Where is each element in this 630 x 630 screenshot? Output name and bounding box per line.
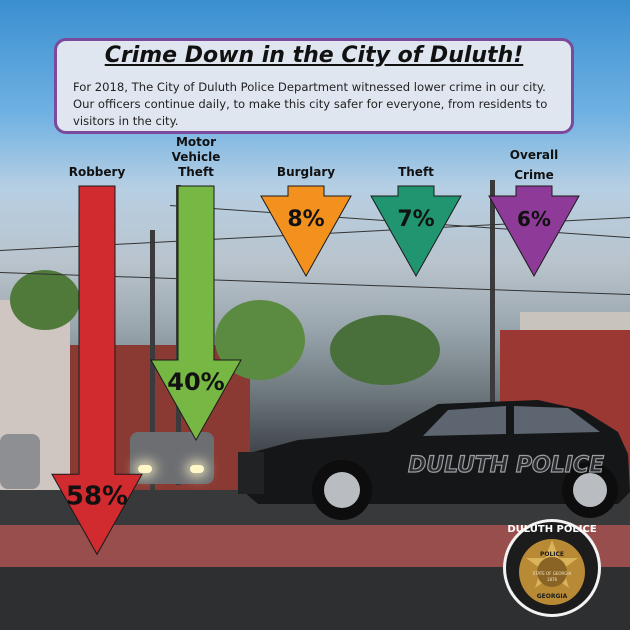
car-lettering: DULUTH POLICE bbox=[408, 453, 604, 478]
arrow-theft bbox=[370, 185, 462, 278]
category-label-line: Burglary bbox=[276, 165, 336, 179]
value-label: 40% bbox=[167, 368, 224, 396]
value-label: 58% bbox=[66, 481, 128, 511]
chart-title: Crime Down in the City of Duluth! bbox=[104, 43, 524, 68]
badge-inner-top-text: POLICE bbox=[540, 551, 564, 558]
police-badge-logo: DULUTH POLICE POLICE STATE OF GEORGIA 18… bbox=[503, 519, 601, 617]
tree bbox=[10, 270, 80, 330]
category-label-line: Theft bbox=[398, 165, 434, 179]
badge-year-text: 1876 bbox=[547, 577, 558, 582]
headlight bbox=[190, 465, 204, 473]
category-label-line: Theft bbox=[178, 165, 214, 179]
badge-top-text: DULUTH POLICE bbox=[507, 524, 596, 535]
info-box: Crime Down in the City of Duluth! For 20… bbox=[54, 38, 574, 134]
value-label: 6% bbox=[517, 207, 551, 231]
category-label-line: Motor bbox=[175, 135, 217, 149]
arrow-robbery bbox=[51, 185, 143, 556]
parked-car bbox=[0, 434, 40, 489]
category-label: Theft bbox=[366, 165, 466, 180]
category-label-line: Crime bbox=[514, 168, 554, 182]
badge-bottom-text: GEORGIA bbox=[537, 593, 568, 600]
category-label: Robbery bbox=[47, 165, 147, 180]
arrow-burglary bbox=[260, 185, 352, 278]
arrow-motor-vehicle-theft bbox=[150, 185, 242, 442]
category-label: Overall Crime bbox=[484, 148, 584, 183]
category-label-line: Vehicle bbox=[171, 150, 221, 164]
utility-pole bbox=[490, 180, 495, 410]
value-label: 8% bbox=[287, 207, 324, 232]
headlight bbox=[138, 465, 152, 473]
badge-state-text: STATE OF GEORGIA bbox=[533, 571, 572, 576]
police-car: DULUTH POLICE bbox=[238, 400, 630, 520]
value-label: 7% bbox=[397, 207, 434, 232]
category-label-line: Robbery bbox=[68, 165, 126, 179]
category-label-line: Overall bbox=[509, 148, 559, 162]
category-label: Burglary bbox=[256, 165, 356, 180]
oncoming-car bbox=[130, 432, 214, 484]
category-label: Motor Vehicle Theft bbox=[146, 135, 246, 180]
tree bbox=[330, 315, 440, 385]
building-roof bbox=[520, 312, 630, 334]
info-description: For 2018, The City of Duluth Police Depa… bbox=[73, 80, 548, 128]
arrow-overall-crime bbox=[488, 185, 580, 278]
